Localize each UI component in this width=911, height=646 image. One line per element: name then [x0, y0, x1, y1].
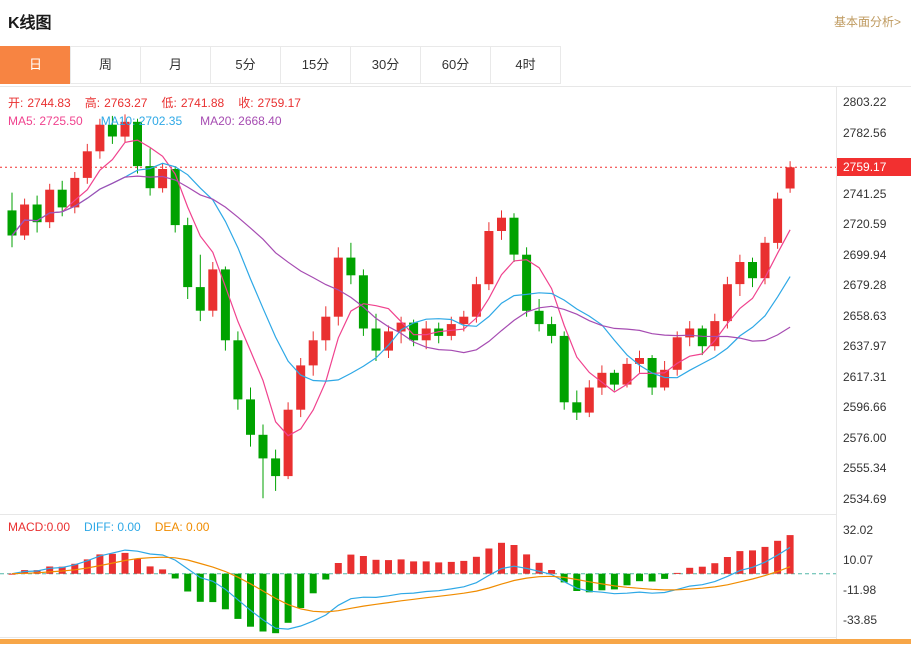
macd-readout: MACD:0.00 DIFF: 0.00 DEA: 0.00	[8, 520, 223, 534]
axis-tick-label: 2741.25	[843, 186, 887, 201]
axis-tick-label: 10.07	[843, 552, 874, 567]
candlestick-canvas[interactable]	[0, 87, 836, 514]
tab-15min[interactable]: 15分	[280, 46, 351, 84]
tab-month[interactable]: 月	[140, 46, 211, 84]
pane-divider	[0, 514, 911, 515]
bottom-divider	[0, 639, 911, 644]
high-value: 2763.27	[104, 96, 148, 110]
axis-tick-label: 2720.59	[843, 217, 887, 232]
axis-tick-label: 2555.34	[843, 461, 887, 476]
tab-60min[interactable]: 60分	[420, 46, 491, 84]
axis-tick-label: 2637.97	[843, 339, 887, 354]
low-value: 2741.88	[180, 96, 225, 110]
interval-tabs: 日 周 月 5分 15分 30分 60分 4时	[0, 46, 911, 84]
diff-value: DIFF: 0.00	[84, 520, 141, 534]
tab-30min[interactable]: 30分	[350, 46, 421, 84]
axis-tick-label: 2699.94	[843, 247, 887, 262]
tab-day[interactable]: 日	[0, 46, 71, 84]
price-axis: 2759.17 2803.22 2782.56 2741.25 2720.59 2699…	[836, 87, 911, 639]
tab-5min[interactable]: 5分	[210, 46, 281, 84]
tab-4hour[interactable]: 4时	[490, 46, 561, 84]
fundamental-analysis-link[interactable]: 基本面分析>	[833, 14, 901, 29]
axis-tick-label: 2576.00	[843, 430, 887, 445]
close-value: 2759.17	[257, 96, 301, 110]
open-value: 2744.83	[27, 96, 71, 110]
close-label: 收:	[238, 96, 254, 110]
header: K线图 基本面分析>	[0, 0, 911, 33]
high-label: 高:	[84, 96, 101, 110]
low-label: 低:	[161, 96, 177, 110]
axis-tick-label: 2803.22	[843, 95, 887, 110]
axis-tick-label: 2782.56	[843, 125, 887, 140]
macd-chart[interactable]	[0, 515, 836, 635]
axis-tick-label: -33.85	[843, 612, 878, 627]
page-title: K线图	[8, 15, 52, 32]
ma20-value: MA20: 2668.40	[200, 114, 282, 128]
ma5-value: MA5: 2725.50	[8, 114, 83, 128]
axis-tick-label: 2658.63	[843, 308, 887, 323]
axis-tick-label: 2679.28	[843, 278, 887, 293]
tab-week[interactable]: 周	[70, 46, 141, 84]
axis-tick-label: 2534.69	[843, 491, 887, 506]
axis-tick-label: -11.98	[843, 583, 877, 598]
ohlc-readout: 开: 2744.83 高: 2763.27 低: 2741.88 收: 2759.17	[8, 94, 315, 111]
open-label: 开:	[8, 96, 24, 110]
ma10-value: MA10: 2702.35	[100, 114, 183, 128]
axis-tick-label: 2617.31	[843, 369, 887, 384]
current-price-tag: 2759.17	[837, 158, 911, 177]
candlestick-chart[interactable]	[0, 87, 836, 514]
ma-readout: MA5: 2725.50 MA10: 2702.35 MA20: 2668.40	[8, 114, 300, 128]
axis-tick-label: 32.02	[843, 523, 874, 537]
dea-value: DEA: 0.00	[154, 520, 210, 534]
macd-value: MACD:0.00	[8, 520, 71, 534]
chart-area: 开: 2744.83 高: 2763.27 低: 2741.88 收: 2759.17 MA5…	[0, 86, 911, 639]
axis-tick-label: 2596.66	[843, 400, 887, 415]
